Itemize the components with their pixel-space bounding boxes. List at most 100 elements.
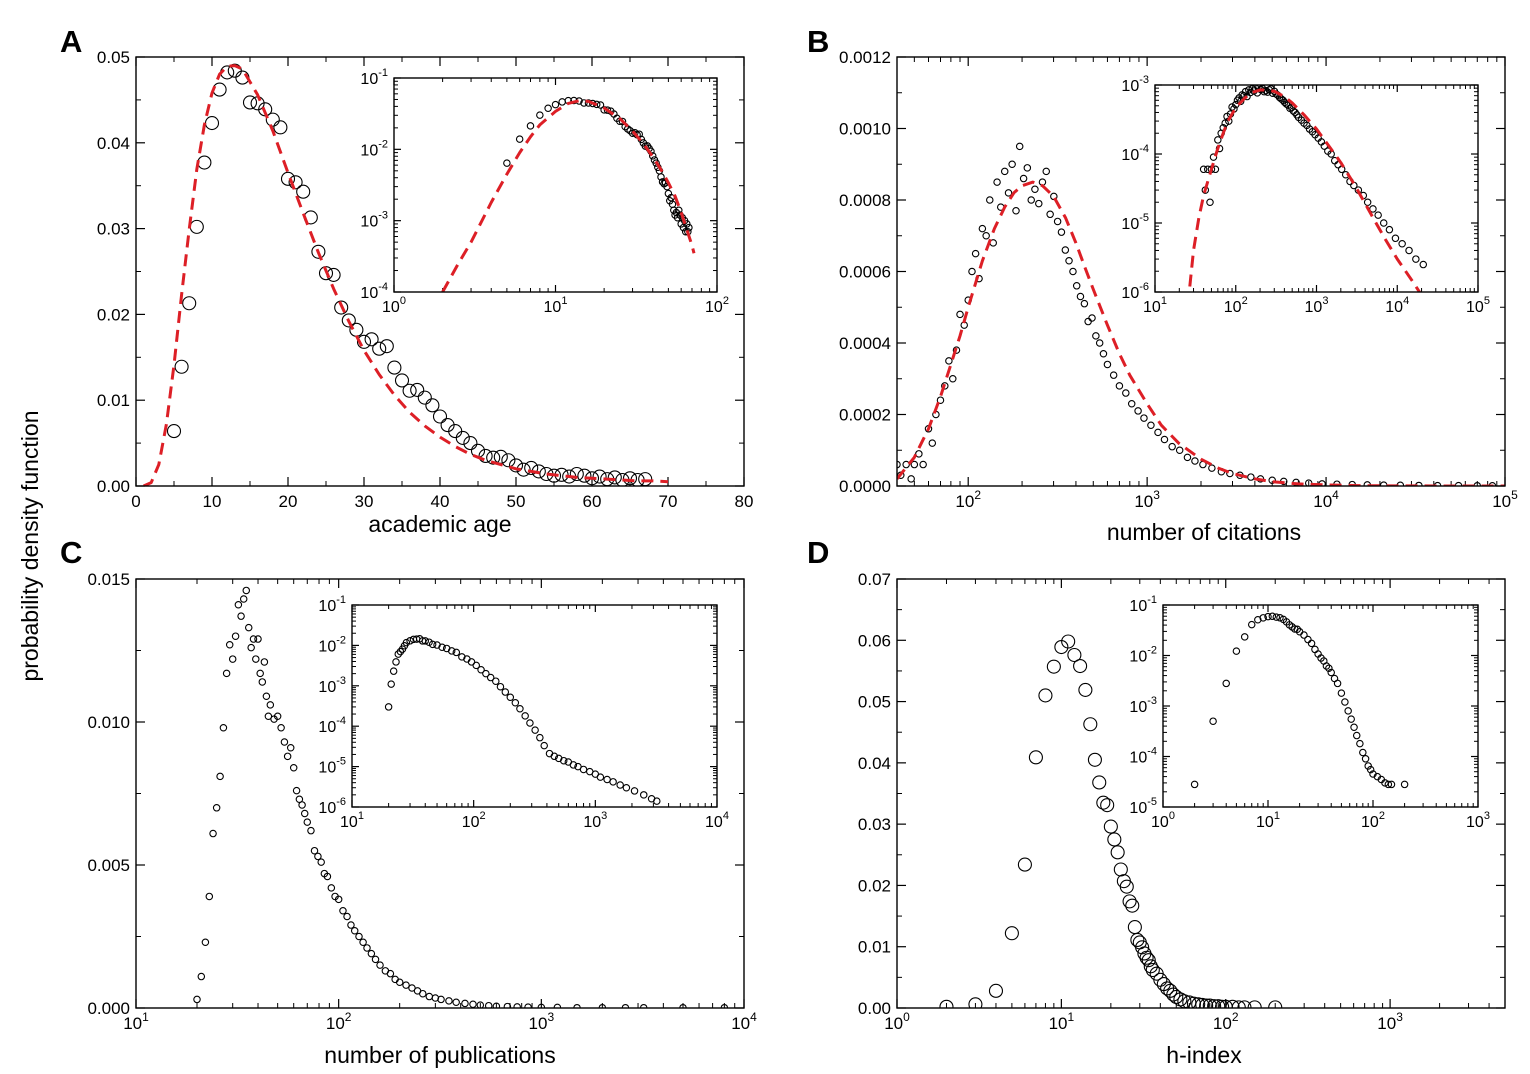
panel-b-main-data-point: [1061, 246, 1070, 254]
panel-d-inset-y-tick-label: 10-2: [1129, 645, 1157, 666]
panel-d-inset-data-point: [1350, 723, 1358, 731]
panel-b-inset-data: [1188, 85, 1428, 292]
panel-b-main-data-point: [1247, 473, 1255, 481]
panel-c-main-data-point: [254, 635, 262, 643]
panel-a-main-fit-line: [142, 64, 669, 486]
panel-c-inset-data-point: [521, 712, 529, 720]
panel-b-main-data-point: [919, 460, 927, 469]
panel-d-main-data-point: [1061, 634, 1076, 649]
panel-c-main-data-point: [461, 999, 469, 1008]
panel-d-main-y-tick-label: 0.06: [858, 631, 891, 650]
panel-b-main-x-tick-label: 105: [1492, 488, 1518, 511]
panel-a-main-data-point: [174, 359, 189, 374]
panel-c-inset-data-point: [402, 638, 411, 647]
panel-b-main-y-tick-label: 0.0006: [839, 263, 891, 282]
panel-b-inset-data-point: [1379, 219, 1388, 227]
panel-d-inset-data-point: [1322, 662, 1331, 670]
panel-b-inset-data-point: [1206, 198, 1214, 206]
panel-a-main-data-point: [622, 471, 638, 486]
panel-a-main-data-point: [356, 334, 372, 349]
panel-b-inset-data-point: [1260, 87, 1268, 96]
panel-d-inset-data-point: [1300, 631, 1308, 639]
panel-d-letter: D: [807, 535, 829, 570]
panel-c-main-data-point: [367, 949, 376, 958]
panel-c-inset-y-tick-label: 10-2: [318, 634, 346, 655]
panel-b-main-y-tick-label: 0.0008: [839, 191, 891, 210]
panel-d-inset-data-point: [1222, 679, 1230, 688]
panel-b-main-data-point: [1031, 185, 1039, 194]
panel-c-main-y-tick-label: 0.010: [87, 713, 130, 732]
panel-c-main-data-point: [231, 632, 240, 640]
panel-d-main-data-point: [1067, 647, 1082, 663]
panel-a-main-data-point: [425, 398, 440, 413]
panel-b-main-data-point: [1109, 371, 1118, 379]
panel-c-inset-data-point: [630, 787, 639, 795]
panel-a-main-data-point: [387, 360, 402, 375]
panel-b-main-data-point: [902, 460, 910, 469]
panel-d-main-data-point: [1191, 997, 1206, 1008]
panel-b-main-data-point: [1088, 314, 1096, 322]
panel-b-main-data-point: [1122, 389, 1130, 397]
panel-d-main-data-point: [1135, 940, 1150, 955]
panel-b-main-data-point: [971, 249, 980, 258]
panel-c-inset-data-point: [492, 677, 500, 685]
panel-d-inset-data-point: [1293, 625, 1302, 633]
panel-c-inset-data-point: [511, 699, 520, 707]
panel-a-inset-data-point: [551, 100, 560, 109]
panel-c-main-data-point: [419, 989, 427, 998]
panel-a-inset-data: [441, 96, 696, 292]
panel-c-main-data-point: [239, 595, 248, 603]
panel-c-inset-data-point: [596, 773, 605, 781]
panel-b-inset-data-point: [1214, 136, 1222, 144]
panel-c-main-data-point: [350, 927, 359, 935]
panel-d-inset-y-tick-label: 10-3: [1129, 695, 1157, 716]
panel-c-main-data-point: [371, 955, 380, 964]
panel-d-inset-data-point: [1240, 633, 1249, 641]
panel-d-main-data-point: [1110, 845, 1125, 860]
panel-d-main-x-tick-label: 103: [1377, 1010, 1403, 1033]
panel-d-main-y-tick-label: 0.05: [858, 693, 891, 712]
panel-c-main-data-point: [193, 995, 201, 1004]
panel-c-main-data-point: [283, 752, 292, 761]
panel-a-main-data-point: [577, 468, 592, 483]
panel-c-main-data-point: [323, 872, 332, 881]
panel-d-main-data-point: [1215, 999, 1230, 1008]
panel-c-inset-data-point: [421, 637, 430, 645]
panel-d-main-y-tick-label: 0.00: [858, 999, 891, 1018]
panel-b-main-data-point: [1012, 206, 1020, 215]
panel-c-main-data-point: [492, 1002, 501, 1008]
panel-b-main-data-point: [982, 232, 990, 240]
panel-d-main-data-point: [1107, 832, 1122, 847]
panel-d-main-data-point: [1092, 775, 1107, 790]
panel-b-inset-y-tick-label: 10-4: [1121, 143, 1149, 164]
panel-d-main-y-tick-label: 0.07: [858, 570, 891, 589]
panel-a-inset-data-point: [503, 159, 511, 167]
panel-d-inset-data-point: [1190, 780, 1199, 789]
panel-c-inset-data-point: [616, 781, 624, 789]
panel-c-inset-data-point: [482, 669, 490, 678]
panel-c-inset-data-point: [609, 778, 617, 786]
panel-c-inset-x-tick-label: 103: [583, 810, 607, 831]
panel-c-main-data-point: [280, 738, 289, 746]
panel-b-main-data-point: [1191, 457, 1199, 465]
panel-d-inset-data-point: [1268, 612, 1277, 621]
panel-a-main-data-point: [417, 390, 432, 405]
panel-d-main-data-point: [1073, 658, 1088, 674]
panel-d-main-data-point: [1166, 987, 1181, 1002]
panel-d-inset: 100 101 102 103 10-5 10-4 10-3 10-2 10-1: [1129, 594, 1490, 831]
panel-d-main-data-point: [988, 983, 1004, 998]
panel-a-main-y-tick-label: 0.00: [97, 477, 130, 496]
panel-c-main-x-tick-label: 102: [326, 1010, 352, 1033]
panel-c-main-data-point: [355, 932, 363, 941]
panel-c-main-data-point: [298, 801, 306, 809]
panel-a-main-y-tick-label: 0.04: [97, 134, 130, 153]
panel-a-inset-data-point: [658, 178, 667, 186]
panel-c-inset-y-tick-label: 10-5: [318, 756, 346, 777]
panel-d-main-data-point: [1028, 750, 1043, 765]
panel-b-main-data-point: [1027, 196, 1035, 204]
panel-a-main-data-point: [166, 424, 182, 439]
panel-a-main-data-point: [432, 409, 448, 424]
panel-c-inset-data-point: [438, 643, 446, 651]
panel-c-main-data-point: [273, 712, 282, 721]
panel-a-main-data-point: [265, 112, 280, 127]
